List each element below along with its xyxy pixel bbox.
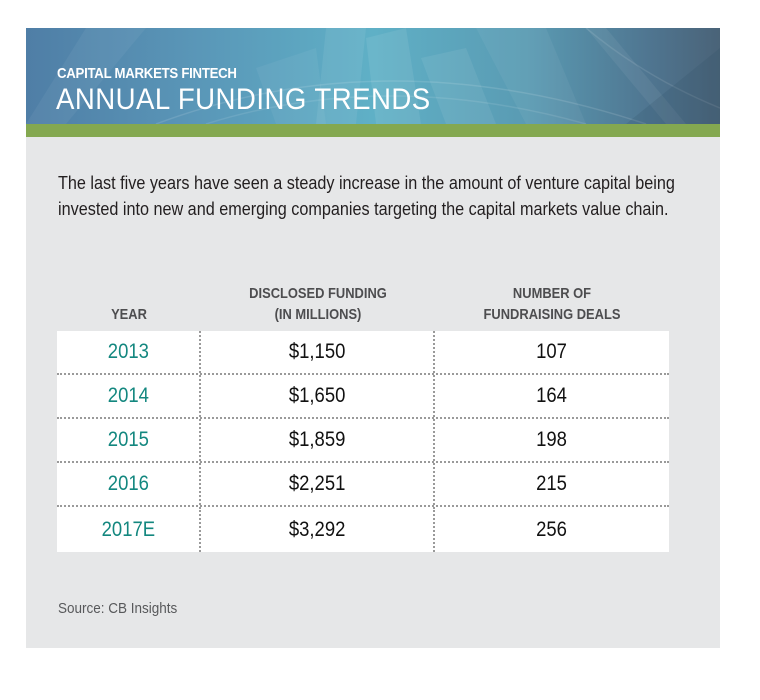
deals-value: 107 xyxy=(536,340,568,363)
funding-cell: $3,292 xyxy=(201,507,435,552)
accent-bar xyxy=(26,124,720,137)
table-row: 2015 $1,859 198 xyxy=(57,419,669,463)
year-cell: 2014 xyxy=(57,375,201,417)
column-header-deals-line2: FUNDRAISING DEALS xyxy=(483,306,621,323)
year-value: 2016 xyxy=(107,472,149,495)
funding-value: $1,859 xyxy=(288,428,346,451)
deals-value: 164 xyxy=(536,384,568,407)
funding-cell: $2,251 xyxy=(201,463,435,505)
column-header-funding-line2: (IN MILLIONS) xyxy=(274,306,362,323)
funding-value: $3,292 xyxy=(288,517,346,541)
funding-value: $1,650 xyxy=(288,384,346,407)
source-note: Source: CB Insights xyxy=(58,600,178,617)
banner-subtitle: CAPITAL MARKETS FINTECH xyxy=(57,65,237,82)
year-cell: 2013 xyxy=(57,331,201,373)
table-row: 2017E $3,292 256 xyxy=(57,507,669,552)
table-row: 2016 $2,251 215 xyxy=(57,463,669,507)
table-row: 2014 $1,650 164 xyxy=(57,375,669,419)
year-value: 2017E xyxy=(101,517,155,541)
deals-cell: 256 xyxy=(435,507,669,552)
funding-table: 2013 $1,150 107 2014 $1,650 164 2015 $1,… xyxy=(57,331,669,552)
funding-value: $2,251 xyxy=(288,472,346,495)
deals-cell: 198 xyxy=(435,419,669,461)
page-title: ANNUAL FUNDING TRENDS xyxy=(56,83,431,116)
column-header-year: YEAR xyxy=(67,304,191,325)
funding-cell: $1,650 xyxy=(201,375,435,417)
deals-value: 198 xyxy=(536,428,568,451)
year-cell: 2016 xyxy=(57,463,201,505)
header-banner: CAPITAL MARKETS FINTECH ANNUAL FUNDING T… xyxy=(26,28,720,124)
table-row: 2013 $1,150 107 xyxy=(57,331,669,375)
intro-paragraph: The last five years have seen a steady i… xyxy=(58,173,675,219)
deals-cell: 164 xyxy=(435,375,669,417)
column-header-funding: DISCLOSED FUNDING (IN MILLIONS) xyxy=(217,283,418,325)
column-header-funding-line1: DISCLOSED FUNDING xyxy=(249,285,387,302)
year-value: 2014 xyxy=(107,384,149,407)
banner-background-pattern xyxy=(26,28,720,124)
deals-value: 215 xyxy=(536,472,568,495)
infographic-card: CAPITAL MARKETS FINTECH ANNUAL FUNDING T… xyxy=(26,28,720,648)
deals-cell: 215 xyxy=(435,463,669,505)
year-cell: 2015 xyxy=(57,419,201,461)
year-value: 2013 xyxy=(107,340,149,363)
column-header-year-label: YEAR xyxy=(111,306,147,323)
funding-cell: $1,150 xyxy=(201,331,435,373)
year-cell: 2017E xyxy=(57,507,201,552)
deals-cell: 107 xyxy=(435,331,669,373)
column-header-deals: NUMBER OF FUNDRAISING DEALS xyxy=(451,283,652,325)
year-value: 2015 xyxy=(107,428,149,451)
funding-cell: $1,859 xyxy=(201,419,435,461)
deals-value: 256 xyxy=(536,517,568,541)
column-header-deals-line1: NUMBER OF xyxy=(512,285,592,302)
funding-value: $1,150 xyxy=(288,340,346,363)
